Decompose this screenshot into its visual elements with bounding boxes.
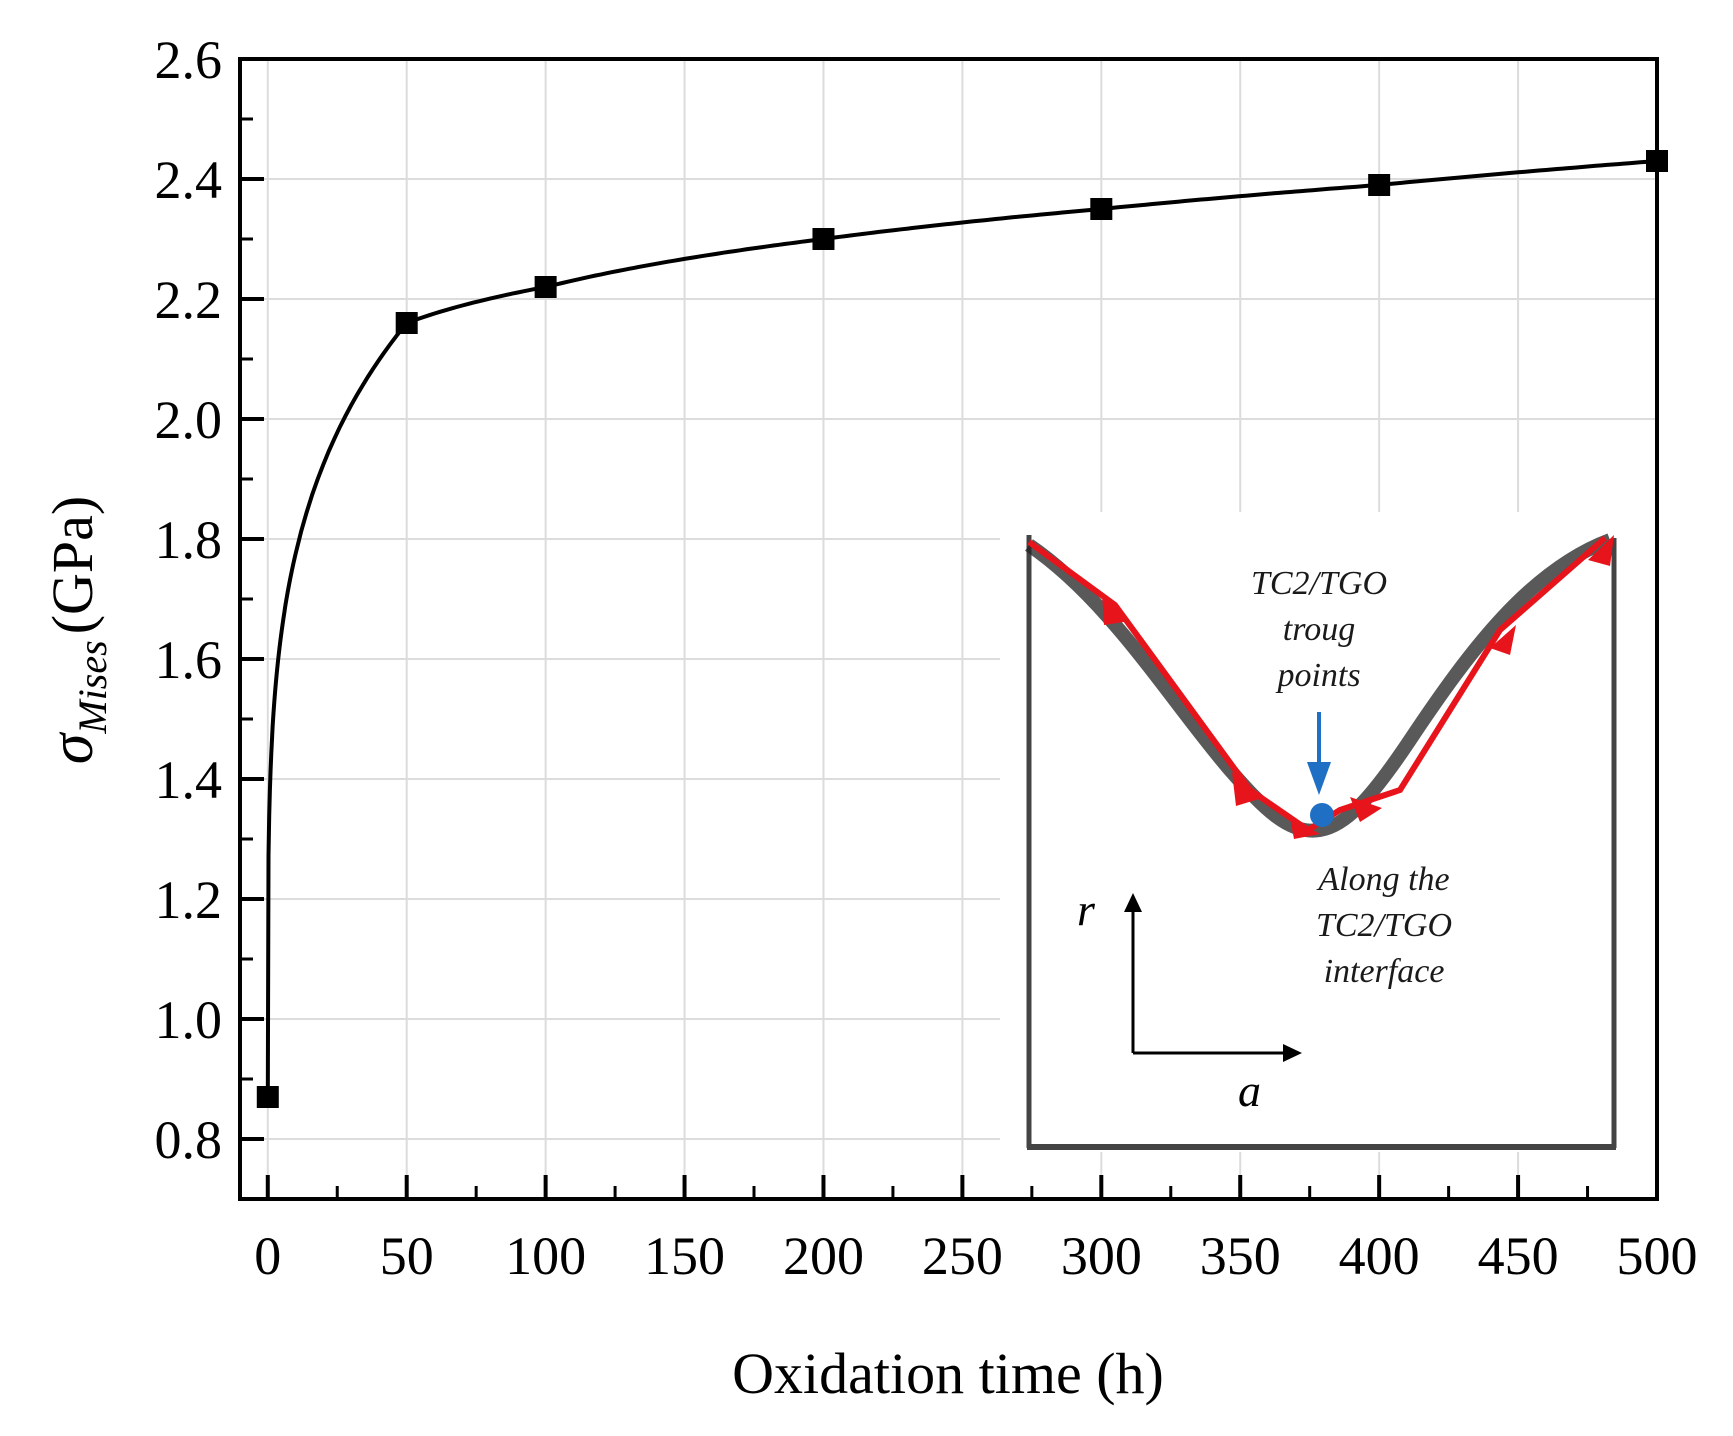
red-arrowhead-2 [1232, 772, 1262, 806]
x-tick-label-8: 400 [1339, 1226, 1420, 1286]
y-tick-label-8: 2.4 [155, 150, 223, 210]
series-line-0 [265, 159, 1658, 1098]
inset-interface-curve [1025, 533, 1613, 838]
plot-frame [238, 57, 1659, 1201]
x-tick-label-7: 350 [1200, 1226, 1281, 1286]
blue-arrowhead [1307, 762, 1331, 795]
x-tick-label-0: 0 [254, 1226, 281, 1286]
data-point-2 [534, 276, 557, 298]
red-arrowhead-3 [1290, 818, 1320, 839]
y-tick-label-2: 1.2 [155, 870, 223, 930]
inset-annotation-top-line-3: points [1275, 657, 1360, 694]
y-tick-label-1: 1.0 [155, 990, 223, 1050]
x-tick-label-9: 450 [1478, 1226, 1559, 1286]
y-tick-label-4: 1.6 [155, 630, 223, 690]
data-point-0 [256, 1086, 279, 1108]
inset-r-label: r [1077, 884, 1096, 935]
y-axis-symbol: σ [38, 731, 106, 764]
svg-text:σMises(GPa): σMises (GPa) [38, 496, 115, 764]
red-arrowhead-4 [1350, 797, 1382, 822]
data-point-3 [812, 228, 835, 250]
x-tick-label-4: 200 [783, 1226, 864, 1286]
x-tick-label-1: 50 [380, 1226, 434, 1286]
x-tick-label-3: 150 [644, 1226, 725, 1286]
y-tick-label-6: 2.0 [155, 390, 223, 450]
inset-r-arrowhead [1124, 893, 1142, 912]
x-tick-label-5: 250 [922, 1226, 1003, 1286]
data-point-4 [1090, 198, 1113, 220]
x-tick-label-10: 500 [1617, 1226, 1698, 1286]
data-point-1 [395, 312, 418, 334]
y-tick-label-5: 1.8 [155, 510, 223, 570]
tick-layer: 0 50 100 150 200 250 300 350 400 450 500 0.8 1.0 1.2 1… [155, 30, 1698, 1286]
x-tick-label-2: 100 [505, 1226, 586, 1286]
y-axis-subscript: Mises [70, 640, 115, 734]
red-arrowhead-6 [1588, 535, 1614, 566]
inset-annotation-top-line-1: TC2/TGO [1251, 565, 1387, 602]
y-tick-label-9: 2.6 [155, 30, 223, 90]
inset-annotation-top-line-2: troug [1283, 611, 1355, 648]
inset-annotation-bottom-line-3: interface [1324, 953, 1445, 990]
y-tick-label-3: 1.4 [155, 750, 223, 810]
y-tick-label-0: 0.8 [155, 1110, 223, 1170]
series-layer [256, 150, 1668, 1108]
y-tick-label-7: 2.2 [155, 270, 223, 330]
inset-a-label: a [1238, 1065, 1261, 1116]
troug-point [1310, 803, 1334, 827]
red-arrowhead-1 [1102, 594, 1130, 625]
y-axis-unit: (GPa) [40, 496, 105, 635]
x-axis-title: Oxidation time (h) [732, 1341, 1164, 1406]
red-arrowhead-5 [1490, 625, 1516, 655]
y-axis-title: σMises (GPa) [38, 496, 115, 764]
inset-annotation-bottom-line-1: Along the [1316, 861, 1449, 898]
x-tick-label-6: 300 [1061, 1226, 1142, 1286]
inset-diagram: TC2/TGO troug points Along the TC2/TGO i… [1000, 512, 1690, 1152]
inset-a-arrowhead [1283, 1044, 1302, 1062]
inset-annotation-bottom-line-2: TC2/TGO [1316, 907, 1452, 944]
data-point-5 [1368, 174, 1391, 196]
